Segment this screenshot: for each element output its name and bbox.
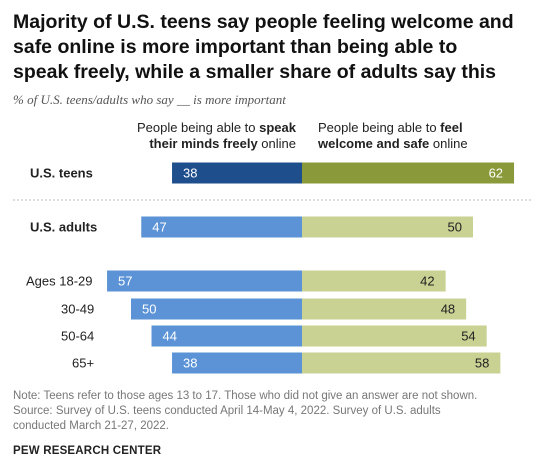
source-text-1: Source: Survey of U.S. teens conducted A…	[13, 405, 441, 417]
right-header-suffix: online	[429, 136, 468, 151]
value-label-speak: 57	[118, 274, 132, 289]
bar-feel-welcome	[302, 298, 467, 320]
value-label-welcome: 58	[475, 356, 489, 371]
category-label: Ages 18-29	[26, 274, 93, 289]
left-header-bold-1: speak	[259, 120, 296, 135]
title-line-3: speak freely, while a smaller share of a…	[13, 61, 497, 83]
right-header-bold-1: feel	[440, 120, 463, 135]
category-label: 50-64	[61, 329, 94, 344]
chart-notes: Note: Teens refer to those ages 13 to 17…	[13, 389, 538, 434]
bar-speak-freely	[151, 325, 302, 347]
value-label-welcome: 48	[441, 302, 455, 317]
bar-feel-welcome	[302, 325, 487, 347]
bar-feel-welcome	[302, 216, 473, 238]
right-column-header: People being able to feel welcome and sa…	[318, 120, 518, 152]
value-label-welcome: 62	[489, 166, 503, 181]
right-header-prefix: People being able to	[318, 120, 441, 135]
source-text-2: conducted March 21-27, 2022.	[13, 420, 169, 432]
left-header-suffix: online	[257, 136, 296, 151]
value-label-welcome: 54	[461, 329, 475, 344]
chart-subtitle: % of U.S. teens/adults who say __ is mor…	[13, 92, 286, 107]
bar-feel-welcome	[302, 270, 446, 292]
category-label: U.S. teens	[30, 166, 93, 181]
category-label: 30-49	[61, 302, 94, 317]
value-label-speak: 38	[183, 356, 197, 371]
value-label-welcome: 50	[448, 220, 462, 235]
left-header-bold-2: their minds freely	[149, 136, 258, 151]
bar-speak-freely	[172, 162, 302, 184]
category-label: U.S. adults	[30, 220, 97, 235]
left-header-prefix: People being able to	[136, 120, 260, 135]
value-label-speak: 47	[152, 220, 166, 235]
bar-speak-freely	[131, 298, 302, 320]
value-label-welcome: 42	[420, 274, 434, 289]
title-line-1: Majority of U.S. teens say people feelin…	[13, 11, 514, 33]
value-label-speak: 38	[183, 166, 197, 181]
bar-speak-freely	[107, 270, 302, 292]
bar-speak-freely	[172, 352, 302, 374]
value-label-speak: 50	[142, 302, 156, 317]
bar-feel-welcome	[302, 162, 515, 184]
category-label: 65+	[72, 356, 94, 371]
note-text: Note: Teens refer to those ages 13 to 17…	[13, 390, 478, 402]
bar-feel-welcome	[302, 352, 501, 374]
left-column-header: People being able to speak their minds f…	[106, 120, 296, 152]
title-line-2: safe online is more important than being…	[13, 36, 458, 58]
bar-speak-freely	[141, 216, 302, 238]
value-label-speak: 44	[163, 329, 177, 344]
right-header-bold-2: welcome and safe	[318, 136, 430, 151]
brand-logo-text: PEW RESEARCH CENTER	[13, 445, 162, 457]
chart-title: Majority of U.S. teens say people feelin…	[13, 10, 538, 85]
